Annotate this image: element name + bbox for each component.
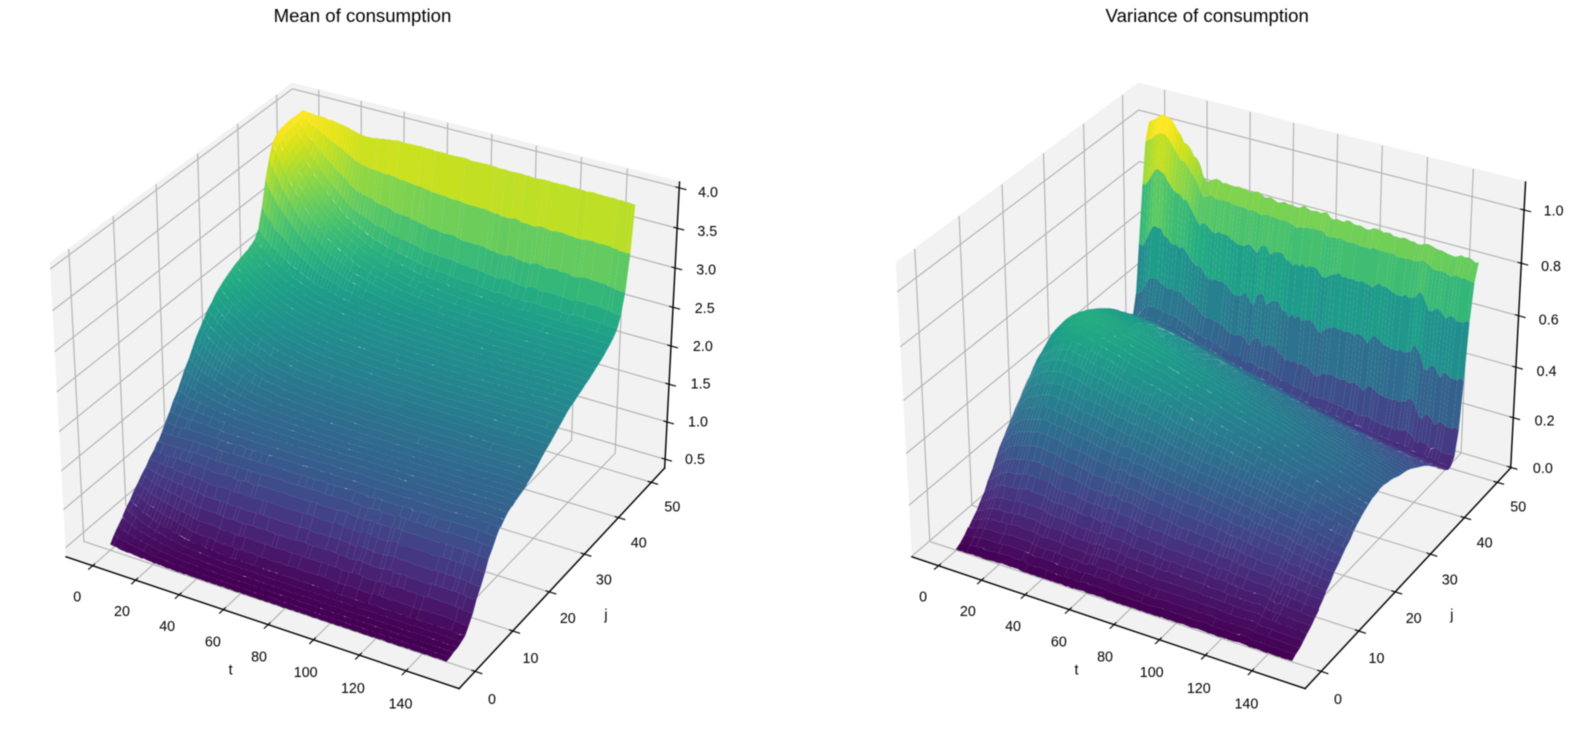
svg-text:20: 20 [560,611,576,627]
svg-text:0: 0 [73,589,81,605]
svg-text:140: 140 [389,697,413,713]
svg-text:j: j [603,608,607,624]
svg-text:50: 50 [664,500,680,516]
svg-text:0.0: 0.0 [1533,461,1553,477]
svg-text:50: 50 [1510,500,1526,516]
svg-text:10: 10 [1369,651,1385,667]
svg-text:2.5: 2.5 [695,301,715,317]
svg-text:2.0: 2.0 [693,339,713,355]
svg-text:Variance of consumption: Variance of consumption [1106,5,1309,26]
svg-text:40: 40 [1005,619,1021,635]
svg-text:4.0: 4.0 [698,185,718,201]
svg-text:30: 30 [596,573,612,589]
svg-text:Mean of consumption: Mean of consumption [274,5,452,26]
svg-text:140: 140 [1234,697,1258,713]
svg-text:t: t [1074,662,1078,678]
svg-text:60: 60 [1051,634,1067,650]
svg-text:80: 80 [251,650,267,666]
svg-text:0: 0 [1334,692,1342,708]
svg-text:1.5: 1.5 [691,377,711,393]
svg-text:0: 0 [488,692,496,708]
svg-text:40: 40 [159,619,175,635]
svg-text:100: 100 [294,665,318,681]
svg-text:20: 20 [114,604,130,620]
svg-text:120: 120 [341,681,365,697]
svg-text:80: 80 [1097,650,1113,666]
svg-text:20: 20 [960,604,976,620]
svg-text:0.4: 0.4 [1537,364,1557,380]
svg-text:0.5: 0.5 [685,452,705,468]
svg-text:1.0: 1.0 [1544,203,1564,219]
svg-text:100: 100 [1140,665,1164,681]
svg-text:40: 40 [1477,536,1493,552]
svg-text:3.0: 3.0 [696,262,716,278]
svg-text:120: 120 [1187,681,1211,697]
svg-text:20: 20 [1406,611,1422,627]
svg-text:0: 0 [919,589,927,605]
svg-text:j: j [1449,608,1453,624]
svg-text:0.8: 0.8 [1541,259,1561,275]
svg-text:0.2: 0.2 [1535,413,1555,429]
svg-text:0.6: 0.6 [1539,312,1559,328]
svg-text:30: 30 [1442,573,1458,589]
svg-text:10: 10 [523,651,539,667]
svg-text:40: 40 [631,536,647,552]
svg-text:60: 60 [205,634,221,650]
svg-text:t: t [229,662,233,678]
svg-text:1.0: 1.0 [688,415,708,431]
svg-text:3.5: 3.5 [697,224,717,240]
